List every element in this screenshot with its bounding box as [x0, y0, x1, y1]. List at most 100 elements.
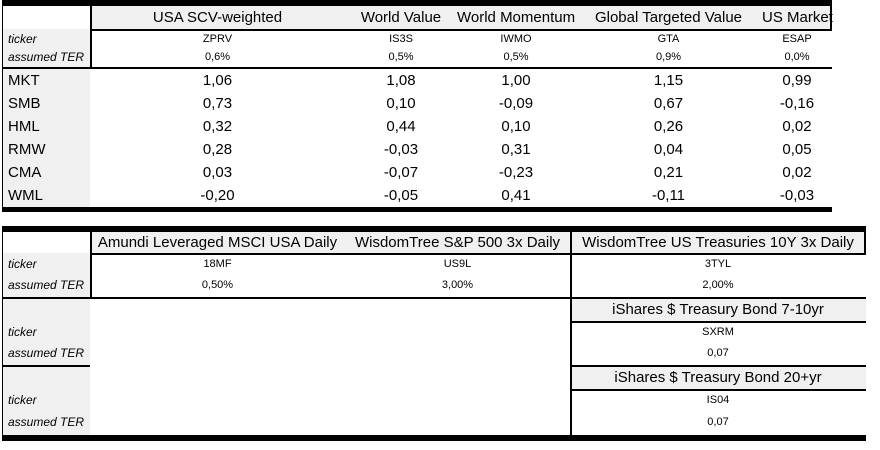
ter-row-label[interactable]: assumed TER — [8, 415, 85, 429]
ter-cell[interactable]: 0,0% — [784, 51, 810, 63]
ter-row-label[interactable]: assumed TER — [8, 346, 85, 360]
ter-cell[interactable]: 0,5% — [503, 51, 529, 63]
subheader-fill-20yr — [572, 367, 866, 389]
factor-value[interactable]: 0,26 — [653, 118, 684, 135]
factor-value[interactable]: -0,16 — [779, 95, 815, 112]
factor-value[interactable]: 1,00 — [501, 72, 531, 89]
ticker-cell[interactable]: US9L — [443, 258, 472, 270]
column-header-usa-scv[interactable]: USA SCV-weighted — [152, 9, 283, 26]
ticker-cell[interactable]: ZPRV — [202, 33, 233, 45]
bottom-thick-border — [2, 207, 832, 212]
ticker-cell[interactable]: IS3S — [389, 33, 413, 45]
factor-label-wml[interactable]: WML — [8, 187, 43, 204]
factor-label-rmw[interactable]: RMW — [8, 141, 46, 158]
factor-label-hml[interactable]: HML — [8, 118, 40, 135]
factor-value[interactable]: 0,04 — [653, 141, 684, 158]
factor-value[interactable]: 0,99 — [782, 72, 812, 89]
ter-cell[interactable]: 0,07 — [707, 416, 729, 428]
factor-value[interactable]: -0,07 — [383, 164, 419, 181]
ticker-row-label[interactable]: ticker — [8, 393, 37, 407]
factor-value[interactable]: -0,11 — [651, 187, 686, 204]
label-column-fill — [2, 29, 90, 207]
factor-value[interactable]: 0,32 — [202, 118, 233, 135]
subheader-topline — [572, 365, 866, 367]
label-column-fill — [2, 253, 90, 297]
column-header-world-value[interactable]: World Value — [360, 9, 442, 26]
factor-value[interactable]: 0,05 — [782, 141, 812, 158]
ticker-cell[interactable]: ESAP — [782, 33, 812, 45]
factor-value[interactable]: -0,05 — [383, 187, 419, 204]
ticker-cell[interactable]: SXRM — [702, 326, 734, 338]
ticker-cell[interactable]: IWMO — [500, 33, 532, 45]
factor-value[interactable]: 0,02 — [782, 118, 812, 135]
ter-cell[interactable]: 0,9% — [655, 51, 682, 63]
factor-value[interactable]: -0,09 — [498, 95, 534, 112]
header-underline — [90, 253, 866, 255]
factor-value[interactable]: 0,28 — [202, 141, 233, 158]
factor-value[interactable]: 0,67 — [653, 95, 684, 112]
factor-value[interactable]: 0,41 — [501, 187, 531, 204]
factor-value[interactable]: 1,15 — [653, 72, 684, 89]
factor-value[interactable]: 0,31 — [501, 141, 531, 158]
subheader-ishares-20yr[interactable]: iShares $ Treasury Bond 20+yr — [614, 369, 822, 386]
factor-value[interactable]: 0,73 — [202, 95, 233, 112]
label-column-fill — [2, 299, 90, 435]
ter-underline — [2, 297, 866, 299]
subheader-underline — [572, 321, 866, 323]
factor-label-cma[interactable]: CMA — [8, 164, 42, 181]
factor-value[interactable]: 0,21 — [653, 164, 684, 181]
factor-value[interactable]: -0,03 — [383, 141, 419, 158]
ter-row-label[interactable]: assumed TER — [8, 278, 85, 292]
factor-label-smb[interactable]: SMB — [8, 95, 41, 112]
ticker-row-label[interactable]: ticker — [8, 32, 37, 46]
right-header-border — [830, 6, 832, 29]
ter-row-label[interactable]: assumed TER — [8, 50, 85, 64]
column-divider — [570, 232, 572, 435]
ticker-cell[interactable]: IS04 — [706, 394, 730, 406]
column-header-world-momentum[interactable]: World Momentum — [457, 9, 576, 26]
ticker-cell[interactable]: 3TYL — [704, 258, 732, 270]
factor-value[interactable]: 0,02 — [782, 164, 812, 181]
column-header-wisdomtree-sp500[interactable]: WisdomTree S&P 500 3x Daily — [354, 234, 561, 251]
factor-value[interactable]: 0,03 — [202, 164, 233, 181]
header-row-fill — [90, 232, 866, 253]
left-border — [2, 232, 3, 435]
factor-value[interactable]: -0,23 — [498, 164, 534, 181]
factor-value[interactable]: 1,08 — [386, 72, 416, 89]
right-header-border — [864, 232, 866, 253]
factor-loadings-table: USA SCV-weighted World Value World Momen… — [2, 0, 833, 213]
factor-value[interactable]: 0,10 — [501, 118, 531, 135]
header-underline — [90, 29, 832, 31]
ter-cell[interactable]: 3,00% — [441, 279, 474, 291]
ticker-row-label[interactable]: ticker — [8, 325, 37, 339]
subheader-fill-7-10yr — [572, 299, 866, 321]
ter-cell[interactable]: 2,00% — [702, 279, 734, 291]
top-thick-border — [2, 0, 832, 6]
subheader-ishares-7-10yr[interactable]: iShares $ Treasury Bond 7-10yr — [612, 301, 824, 318]
ter-cell[interactable]: 0,6% — [204, 51, 231, 63]
ticker-cell[interactable]: GTA — [657, 33, 680, 45]
left-border — [2, 6, 3, 207]
factor-label-mkt[interactable]: MKT — [8, 72, 40, 89]
factor-value[interactable]: 1,06 — [202, 72, 233, 89]
label-column-border — [90, 6, 92, 68]
factor-value[interactable]: -0,03 — [779, 187, 815, 204]
ticker-cell[interactable]: 18MF — [203, 258, 232, 270]
ticker-row-label[interactable]: ticker — [8, 257, 37, 271]
label-column-border — [90, 232, 92, 297]
ter-cell[interactable]: 0,50% — [201, 279, 234, 291]
column-header-us-market[interactable]: US Market — [762, 9, 833, 26]
column-header-global-targeted-value[interactable]: Global Targeted Value — [594, 9, 743, 26]
bottom-thick-border — [2, 435, 866, 441]
column-header-amundi[interactable]: Amundi Leveraged MSCI USA Daily — [97, 234, 338, 251]
header-row-fill — [90, 6, 832, 29]
factor-value[interactable]: 0,10 — [386, 95, 416, 112]
column-header-wisdomtree-treasuries[interactable]: WisdomTree US Treasuries 10Y 3x Daily — [582, 234, 854, 251]
ter-cell[interactable]: 0,07 — [707, 347, 729, 359]
factor-value[interactable]: -0,20 — [200, 187, 235, 204]
ter-cell[interactable]: 0,5% — [388, 51, 414, 63]
subheader-underline — [572, 389, 866, 391]
label-column-divider — [2, 365, 90, 367]
factor-value[interactable]: 0,44 — [386, 118, 416, 135]
